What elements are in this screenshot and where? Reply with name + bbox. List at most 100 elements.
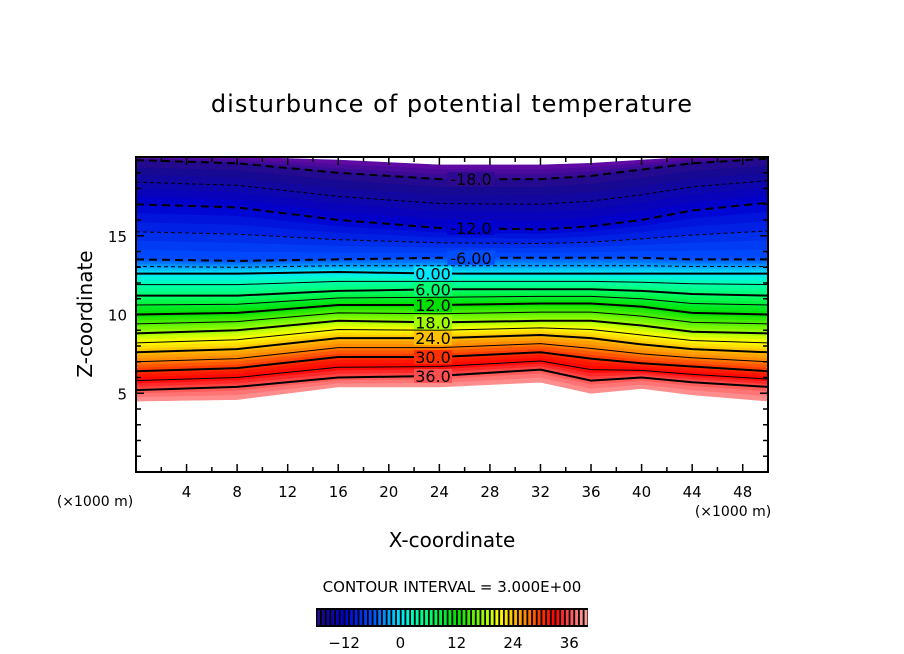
contour-label-bg [414, 350, 453, 365]
colorbar-swatch [570, 610, 574, 625]
colorbar-swatch [523, 610, 527, 625]
colorbar-swatch [396, 610, 400, 625]
colorbar-swatch [317, 610, 321, 625]
x-tick-label: 8 [232, 483, 242, 501]
colorbar-swatch [481, 610, 485, 625]
colorbar-swatch [443, 610, 447, 625]
colorbar-swatch [354, 610, 358, 625]
colorbar-swatch [532, 610, 536, 625]
contour-line [135, 256, 768, 262]
contour-line [135, 360, 769, 382]
x-tick-label: 4 [182, 483, 192, 501]
colorbar-swatch [471, 610, 475, 625]
colorbar-swatch [420, 610, 424, 625]
chart-title: disturbunce of potential temperature [211, 90, 693, 118]
x-tick-label: 48 [733, 483, 752, 501]
x-axis-label: X-coordinate [389, 528, 516, 552]
colorbar-swatch [537, 610, 541, 625]
colorbar-swatch [556, 610, 560, 625]
contour-interval-text: CONTOUR INTERVAL = 3.000E+00 [323, 578, 582, 596]
y-tick-label: 15 [108, 228, 127, 246]
colorbar-swatch [326, 610, 330, 625]
colorbar-swatch [378, 610, 382, 625]
colorbar-swatch [579, 610, 583, 625]
x-unit-left: (×1000 m) [57, 494, 133, 510]
colorbar-swatch [518, 610, 522, 625]
contour-line [135, 343, 769, 363]
x-tick-label: 32 [531, 483, 550, 501]
colorbar-swatch [392, 610, 396, 625]
contour-line [135, 327, 769, 344]
contour-label: 30.0 [415, 348, 451, 367]
colorbar-swatch [410, 610, 414, 625]
contour-line [135, 180, 769, 205]
x-tick-label: 24 [430, 483, 449, 501]
colorbar-swatch [584, 610, 588, 625]
contour-line [136, 280, 769, 286]
colorbar-swatch [448, 610, 452, 625]
contour-label: 24.0 [415, 329, 451, 348]
colorbar-swatch [439, 610, 443, 625]
colorbar: −12 0 12 24 36 [316, 608, 588, 652]
colorbar-swatch [565, 610, 569, 625]
colorbar-swatch [495, 610, 499, 625]
contour-label-bg [414, 331, 453, 346]
colorbar-swatch [504, 610, 508, 625]
contour-label-bg [414, 298, 453, 313]
contour-line [136, 288, 769, 297]
colorbar-swatch [359, 610, 363, 625]
colorbar-swatch [457, 610, 461, 625]
colorbar-swatch [373, 610, 377, 625]
contour-label: 18.0 [415, 313, 451, 332]
y-tick-label: 5 [117, 385, 127, 403]
contour-line [135, 351, 769, 373]
colorbar-swatch [331, 610, 335, 625]
contour-line [135, 333, 769, 354]
colorbar-swatch [476, 610, 480, 625]
colorbar-swatch [551, 610, 555, 625]
colorbar-swatch [364, 610, 367, 625]
colorbar-swatch [415, 610, 419, 625]
x-tick-label: 40 [632, 483, 651, 501]
colorbar-tick-label: −12 [328, 634, 360, 652]
contour-label: 36.0 [415, 367, 451, 386]
colorbar-tick-label: 12 [447, 634, 466, 652]
contour-line [135, 201, 769, 231]
contour-line [135, 265, 768, 268]
colorbar-swatch [382, 610, 386, 625]
colorbar-swatch [500, 610, 503, 625]
colorbar-swatch [321, 610, 325, 625]
colorbar-swatch [575, 610, 579, 625]
x-tick-label: 12 [278, 483, 297, 501]
colorbar-swatch [509, 610, 513, 625]
colorbar-swatch [453, 610, 457, 625]
y-axis-label: Z-coordinate [73, 250, 97, 377]
contour-line [135, 157, 769, 181]
x-tick-label: 28 [480, 483, 499, 501]
contour-label: 0.00 [415, 265, 451, 284]
contour-line [136, 270, 768, 275]
contour-line [135, 311, 769, 325]
x-unit-right: (×1000 m) [695, 504, 771, 520]
contour-label-bg [447, 172, 495, 187]
contour-label-bg [414, 368, 453, 383]
x-tick-label: 20 [379, 483, 398, 501]
colorbar-swatch [345, 610, 349, 625]
contour-label: -18.0 [450, 170, 491, 189]
colorbar-swatch [514, 610, 518, 625]
colorbar-tick-label: 0 [396, 634, 406, 652]
colorbar-swatch [350, 610, 353, 625]
contour-line [135, 302, 769, 316]
colorbar-swatch [401, 610, 405, 625]
y-tick-label: 10 [108, 307, 127, 325]
colorbar-swatch [425, 610, 428, 625]
contour-label-bg [414, 315, 453, 330]
contour-line [135, 319, 769, 335]
contour-label-bg [447, 220, 495, 235]
colorbar-swatch [335, 610, 339, 625]
contour-label-bg [447, 250, 495, 265]
contour-label-bg [414, 266, 453, 281]
colorbar-swatch [542, 610, 546, 625]
